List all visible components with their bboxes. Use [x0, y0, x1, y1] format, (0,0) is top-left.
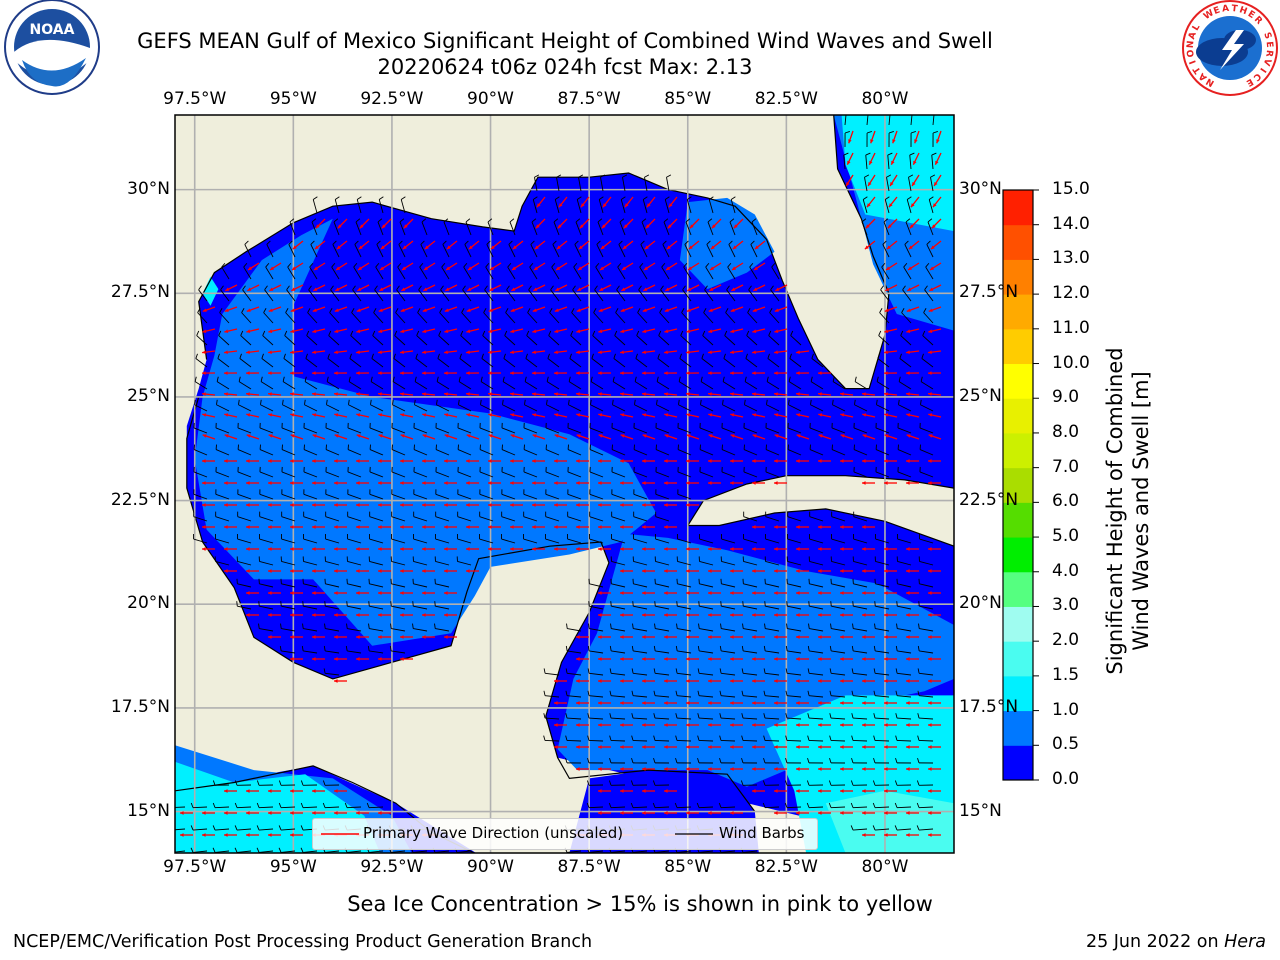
colorbar-tick-label: 13.0 — [1052, 248, 1090, 269]
svg-text:E: E — [1246, 9, 1257, 21]
colorbar-tick-label: 0.5 — [1052, 734, 1080, 755]
footer-date: 25 Jun 2022 on Hera — [1086, 932, 1266, 952]
colorbar-tick-label: 5.0 — [1052, 526, 1080, 547]
lat-label-left: 25°N — [127, 385, 170, 406]
lat-label-left: 15°N — [127, 800, 170, 821]
svg-text:E: E — [1244, 76, 1254, 88]
svg-text:T: T — [1231, 4, 1239, 15]
lat-label-left: 22.5°N — [110, 489, 170, 510]
svg-text:V: V — [1261, 57, 1273, 67]
lon-label-bottom: 90°W — [467, 857, 514, 877]
legend: Primary Wave Direction (unscaled) Wind B… — [312, 818, 818, 850]
lon-label-top: 85°W — [664, 89, 712, 109]
colorbar-tick-label: 11.0 — [1052, 317, 1090, 338]
colorbar-tick-label: 15.0 — [1052, 179, 1090, 199]
legend-wave-swatch — [321, 833, 359, 835]
lon-label-bottom: 85°W — [664, 857, 712, 877]
svg-text:R: R — [1252, 15, 1264, 27]
colorbar-label-line1: Significant Height of Combined — [1103, 347, 1127, 675]
lat-label-right: 25°N — [959, 385, 1002, 406]
lat-label-left: 27.5°N — [110, 282, 170, 303]
svg-text:R: R — [1263, 49, 1274, 57]
lon-label-bottom: 95°W — [269, 857, 317, 877]
lon-label-bottom: 97.5°W — [163, 857, 227, 877]
lat-label-left: 20°N — [127, 593, 170, 614]
colorbar-tick-label: 10.0 — [1052, 352, 1090, 373]
lon-label-top: 95°W — [269, 89, 317, 109]
lat-label-right: 17.5°N — [959, 696, 1019, 717]
lon-label-top: 80°W — [861, 89, 909, 109]
svg-text:H: H — [1238, 5, 1248, 17]
lon-label-bottom: 92.5°W — [360, 857, 424, 877]
lon-label-top: 87.5°W — [557, 89, 621, 109]
legend-wave-label: Primary Wave Direction (unscaled) — [363, 824, 624, 842]
colorbar-tick-label: 12.0 — [1052, 283, 1090, 304]
noaa-logo: NOAA — [4, 0, 100, 95]
colorbar-tick-label: 9.0 — [1052, 387, 1080, 408]
chart-title: GEFS MEAN Gulf of Mexico Significant Hei… — [137, 29, 993, 53]
svg-text:E: E — [1264, 41, 1275, 48]
lon-label-bottom: 80°W — [861, 857, 909, 877]
svg-text:A: A — [1222, 4, 1230, 15]
wind-barbs — [175, 115, 938, 853]
svg-text:L: L — [1191, 22, 1203, 32]
legend-barb-swatch — [675, 833, 713, 835]
colorbar-tick-label: 3.0 — [1052, 595, 1080, 616]
colorbar-tick-label: 4.0 — [1052, 560, 1080, 581]
colorbar — [1002, 189, 1039, 781]
legend-barb-label: Wind Barbs — [719, 824, 805, 842]
colorbar-tick-label: 1.0 — [1052, 699, 1080, 720]
lon-label-top: 90°W — [467, 89, 514, 109]
lat-label-left: 30°N — [127, 178, 170, 199]
svg-text:C: C — [1251, 71, 1263, 83]
svg-text:I: I — [1188, 59, 1199, 66]
colorbar-tick-label: 6.0 — [1052, 491, 1080, 512]
map-frame — [174, 114, 955, 854]
svg-text:N: N — [1205, 76, 1217, 88]
svg-text:O: O — [1186, 48, 1197, 57]
colorbar-label-line2: Wind Waves and Swell [m] — [1129, 371, 1153, 651]
svg-text:S: S — [1261, 31, 1273, 40]
lat-label-left: 17.5°N — [110, 696, 170, 717]
colorbar-tick-label: 1.5 — [1052, 664, 1080, 685]
lon-label-bottom: 82.5°W — [754, 857, 818, 877]
footer-credit: NCEP/EMC/Verification Post Processing Pr… — [13, 932, 593, 952]
svg-text:E: E — [1212, 6, 1221, 17]
colorbar-tick-label: 2.0 — [1052, 630, 1080, 651]
gridlines — [175, 115, 954, 853]
svg-text:N: N — [1186, 40, 1197, 48]
map-area — [175, 115, 954, 853]
svg-text:W: W — [1202, 8, 1216, 22]
lat-label-right: 15°N — [959, 800, 1002, 821]
colorbar-tick-label: 7.0 — [1052, 456, 1080, 477]
svg-text:A: A — [1187, 31, 1199, 41]
colorbar-tick-label: 14.0 — [1052, 213, 1090, 234]
svg-text:T: T — [1191, 64, 1203, 75]
noaa-logo-text: NOAA — [30, 22, 75, 38]
lat-label-right: 27.5°N — [959, 282, 1019, 303]
lon-label-top: 92.5°W — [360, 89, 424, 109]
colorbar-tick-label: 0.0 — [1052, 769, 1080, 789]
lon-label-top: 97.5°W — [163, 89, 227, 109]
footer-host: Hera — [1224, 932, 1266, 952]
colorbar-label: Significant Height of Combined Wind Wave… — [1102, 271, 1154, 751]
chart-subtitle: 20220624 t06z 024h fcst Max: 2.13 — [377, 55, 753, 79]
lon-label-top: 82.5°W — [754, 89, 818, 109]
footer-date-text: 25 Jun 2022 on — [1085, 932, 1225, 952]
lat-label-right: 22.5°N — [959, 489, 1019, 510]
svg-text:A: A — [1197, 70, 1209, 82]
lat-label-right: 30°N — [959, 178, 1002, 199]
sea-ice-note: Sea Ice Concentration > 15% is shown in … — [347, 892, 933, 916]
svg-text:I: I — [1257, 66, 1267, 74]
colorbar-tick-label: 8.0 — [1052, 421, 1080, 442]
lon-label-bottom: 87.5°W — [557, 857, 621, 877]
lat-label-right: 20°N — [959, 593, 1002, 614]
